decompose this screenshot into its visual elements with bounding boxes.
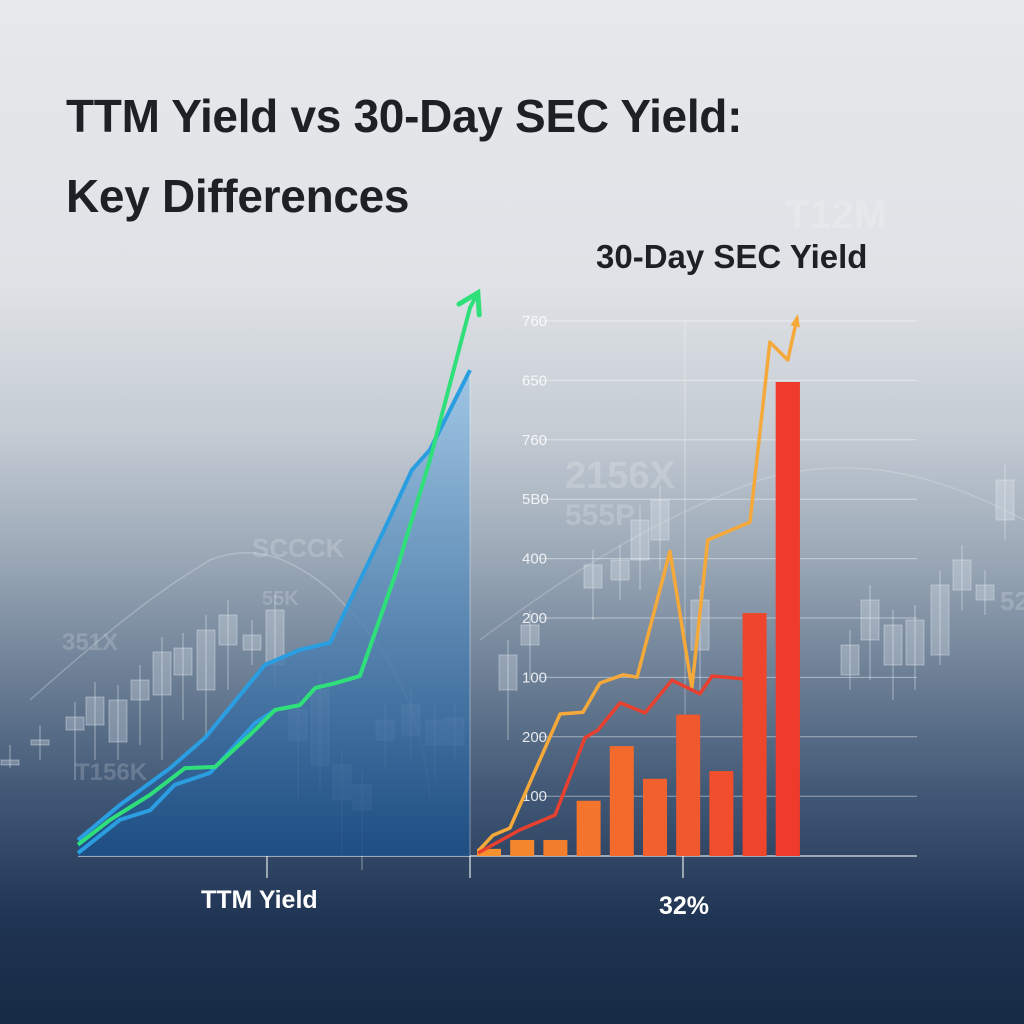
bar [477,848,501,856]
background-label: 55K [262,588,299,610]
series-line [477,674,746,855]
candlestick-body [860,599,880,641]
y-tick-label: 650 [522,372,547,389]
series-line [476,317,799,853]
candlestick-body [242,634,262,651]
candlestick-body [30,739,50,746]
candlestick-body [995,479,1015,521]
page-title: TTM Yield vs 30-Day SEC Yield: Key Differ… [66,76,742,236]
candlestick-body [840,644,860,676]
candlestick-body [883,624,903,666]
candlestick-body [630,519,650,561]
bar [709,771,734,856]
bar [543,839,568,856]
candlestick-body [152,651,172,696]
bar [576,800,601,856]
title-line-2: Key Differences [66,170,410,222]
background-label: SCCCK [252,533,345,563]
candlestick-body [196,629,216,691]
background-label: 555P [565,499,635,532]
background-label: 351X [62,629,118,656]
series-line [76,291,480,847]
y-tick-label: 200 [522,729,547,746]
background-label: T12M [785,193,887,237]
background-label: T156K [75,759,148,786]
candlestick-body [520,624,540,646]
bar [609,746,634,856]
candlestick-body [65,716,85,731]
candlestick-body [173,647,193,676]
bar [676,714,701,856]
candlestick-body [930,584,950,656]
background-label: 522 [1000,586,1024,616]
arrow-head-icon [790,313,800,328]
y-tick-label: 100 [522,669,547,686]
y-tick-label: 100 [522,788,547,805]
candlestick-body [952,559,972,591]
title-line-1: TTM Yield vs 30-Day SEC Yield: [66,90,743,142]
candlestick-body [85,696,105,726]
background-label: 2156X [565,455,676,497]
candlestick-body [218,614,238,646]
right-chart-title: 30-Day SEC Yield [596,238,868,275]
series-line [76,369,472,842]
candlestick-body [975,584,995,601]
right-x-label: 32% [659,892,710,920]
bar [742,613,767,856]
background-curve [479,467,1024,641]
bar [643,778,667,856]
bar [510,839,535,856]
y-tick-label: 200 [522,610,547,627]
candlestick-body [498,654,518,691]
y-tick-label: 760 [522,313,547,330]
y-tick-label: 5B0 [522,491,549,508]
bar [775,381,800,856]
candlestick-body [0,759,20,766]
y-tick-label: 400 [522,551,547,568]
area-fill [78,370,470,856]
left-x-label: TTM Yield [201,886,318,914]
candlestick-body [610,559,630,581]
series-line [76,708,277,855]
y-tick-label: 760 [522,432,547,449]
candlestick-body [583,564,603,589]
candlestick-body [108,699,128,743]
candlestick-body [905,619,925,666]
candlestick-body [130,679,150,701]
arrow-head-icon [456,288,482,318]
candlestick-body [650,499,670,541]
